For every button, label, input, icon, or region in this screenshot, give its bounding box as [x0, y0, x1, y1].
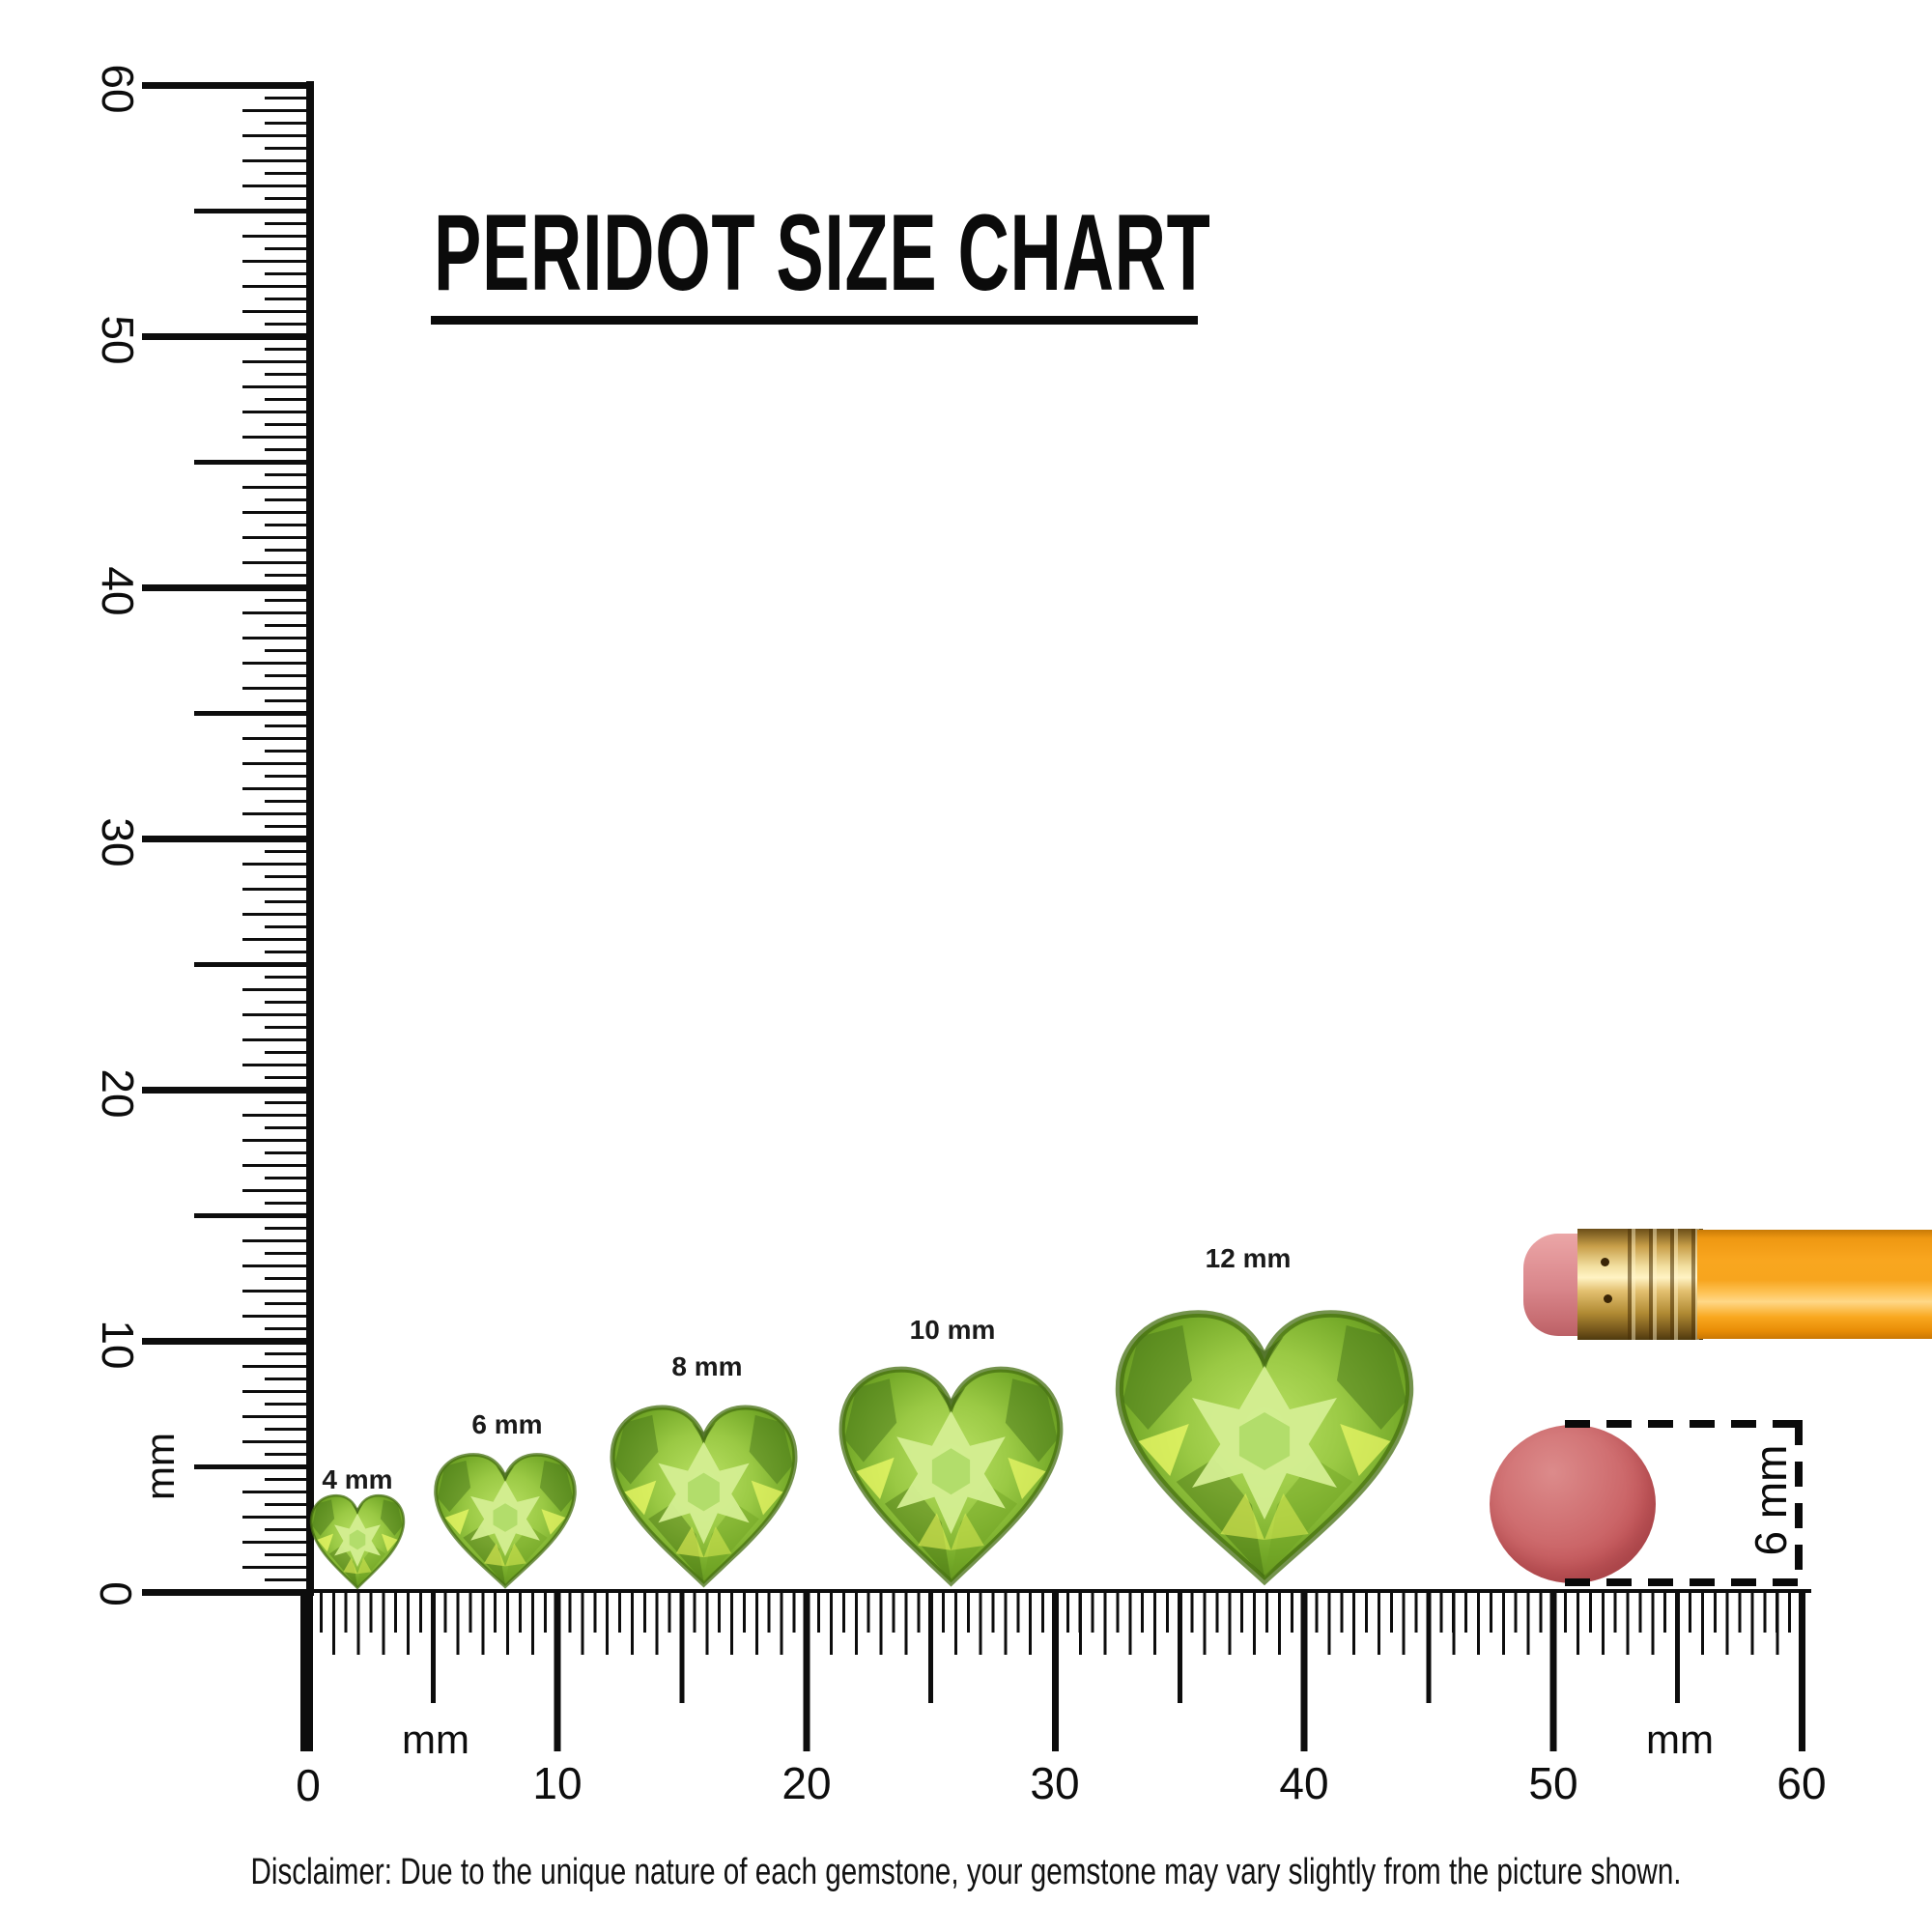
- peridot-heart-10mm: [833, 1360, 1069, 1592]
- disclaimer-text: Disclaimer: Due to the unique nature of …: [250, 1852, 1682, 1892]
- pencil-body: [1697, 1230, 1932, 1339]
- gem-label-6mm: 6 mm: [471, 1409, 543, 1439]
- v-ruler-label-30: 30: [93, 817, 143, 867]
- peridot-heart-12mm: [1107, 1302, 1422, 1592]
- h-ruler-label-60: 60: [1776, 1758, 1827, 1808]
- measure-dash-right: [1795, 1420, 1803, 1586]
- gem-label-8mm: 8 mm: [671, 1351, 743, 1381]
- h-ruler-unit-label-right: mm: [1646, 1717, 1714, 1762]
- disc-size-label: 6 mm: [1746, 1444, 1796, 1556]
- h-ruler-label-20: 20: [781, 1758, 832, 1808]
- ruler-corner-zero-tick: [300, 1591, 313, 1751]
- title-underline: [431, 316, 1198, 325]
- h-ruler-label-50: 50: [1528, 1758, 1578, 1808]
- v-ruler-label-40: 40: [93, 566, 143, 616]
- pencil-ferrule-crimps: [1628, 1229, 1701, 1340]
- v-ruler-label-0: 0: [91, 1581, 141, 1606]
- vertical-ruler-spine: [306, 81, 314, 1596]
- v-ruler-label-60: 60: [93, 64, 143, 114]
- peridot-heart-4mm: [309, 1493, 406, 1590]
- gem-label-10mm: 10 mm: [909, 1315, 996, 1345]
- eraser-disc: [1490, 1425, 1656, 1583]
- horizontal-ruler-halfmm-ticks: [306, 1593, 1803, 1633]
- h-ruler-label-30: 30: [1030, 1758, 1080, 1808]
- pencil-ferrule: [1577, 1229, 1703, 1340]
- gem-label-12mm: 12 mm: [1205, 1243, 1292, 1273]
- peridot-heart-8mm: [605, 1400, 803, 1592]
- vertical-ruler-halfmm-ticks: [265, 83, 306, 1594]
- measure-dash-top: [1565, 1420, 1803, 1428]
- horizontal-ruler-edge-line: [302, 1589, 1811, 1593]
- ferrule-rivet-dot: [1604, 1294, 1612, 1303]
- h-ruler-unit-label-left: mm: [402, 1717, 469, 1762]
- measure-dash-bottom: [1565, 1578, 1803, 1586]
- page-title: PERIDOT SIZE CHART: [434, 192, 1211, 313]
- gem-label-4mm: 4 mm: [322, 1464, 393, 1494]
- h-ruler-label-10: 10: [532, 1758, 582, 1808]
- v-ruler-label-10: 10: [93, 1320, 143, 1370]
- peridot-heart-6mm: [434, 1452, 577, 1589]
- h-ruler-label-0: 0: [296, 1760, 321, 1810]
- ferrule-rivet-dot: [1601, 1258, 1609, 1266]
- v-ruler-label-20: 20: [93, 1068, 143, 1119]
- h-ruler-label-40: 40: [1279, 1758, 1329, 1808]
- v-ruler-unit-label: mm: [137, 1433, 183, 1500]
- v-ruler-label-50: 50: [93, 315, 143, 365]
